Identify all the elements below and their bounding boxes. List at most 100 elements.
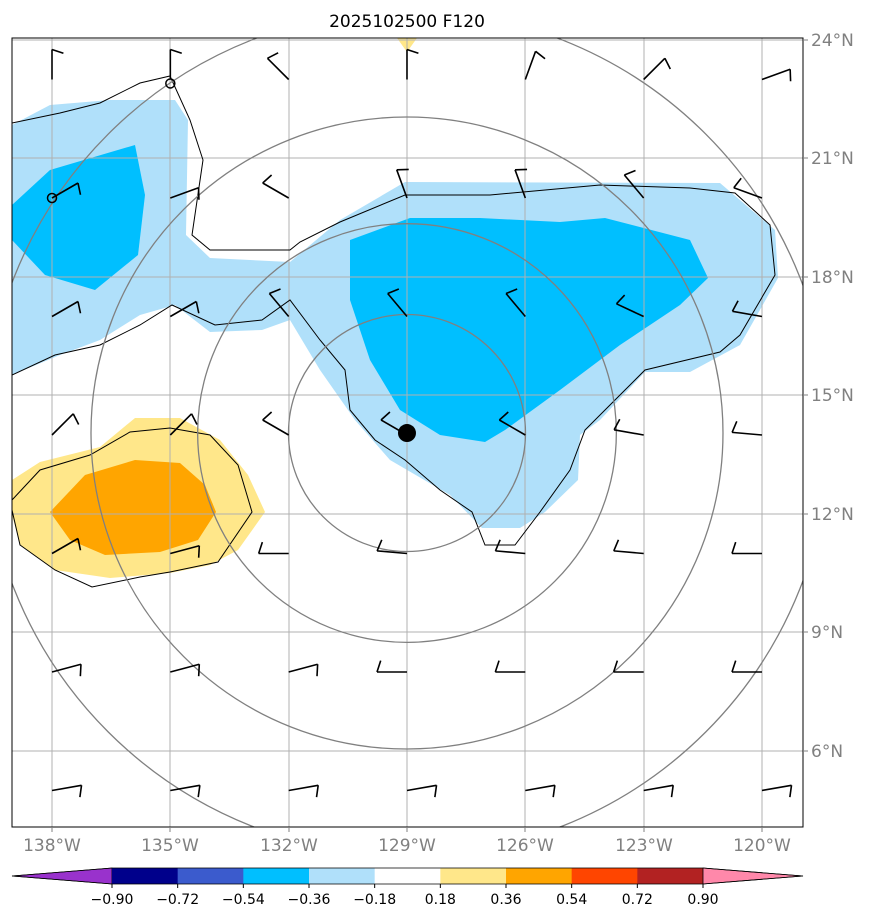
wind-barb [169,300,200,318]
wind-barb [731,541,762,555]
lon-label-138w: 138°W [23,836,81,856]
plot-title: 2025102500 F120 [329,12,485,32]
wind-barb [170,544,201,558]
wind-barb [494,660,526,673]
wind-barb [257,541,289,555]
wind-barb [613,418,644,436]
lat-label-21n: 21°N [811,149,854,169]
lat-label-15n: 15°N [811,386,854,406]
range-rings [12,38,803,827]
wind-barb [525,784,556,798]
storm-center-marker [397,424,416,443]
positive-anomaly-fill [12,418,265,578]
lon-label-129w: 129°W [378,836,436,856]
colorbar-segment [374,868,441,884]
circle-marker [46,192,58,204]
wind-barb [395,168,409,199]
longitude-labels: 138°W 135°W 132°W 129°W 126°W 123°W 120°… [23,827,791,856]
wind-barb [376,539,408,555]
colorbar-segment [440,868,507,884]
lon-label-132w: 132°W [260,836,318,856]
colorbar-label: 0.72 [622,892,653,908]
wind-barb [376,660,407,673]
wind-barb [731,660,762,673]
lat-label-9n: 9°N [811,623,843,643]
latitude-labels: 24°N 21°N 18°N 15°N 12°N 9°N 6°N [803,31,854,762]
lat-label-18n: 18°N [811,268,854,288]
wind-barb [262,411,290,436]
colorbar-segment [309,868,376,884]
wind-barb [288,784,319,798]
wind-barb [51,537,82,555]
wind-barb [169,48,182,80]
colorbar-segment [506,868,573,884]
wind-barb [643,57,672,81]
colorbar-segment [637,868,704,884]
wind-barb [731,300,763,318]
colorbar-segment [243,868,310,884]
wind-barbs [51,48,793,798]
wind-barb [51,413,80,436]
wind-barb [406,48,419,80]
wind-barb [615,294,644,318]
colorbar-segment [112,868,179,884]
colorbar-label: −0.36 [288,892,331,908]
lat-label-6n: 6°N [811,742,843,762]
colorbar-segment [177,868,244,884]
wind-barb [524,50,546,80]
wind-barb [514,168,528,199]
lat-label-24n: 24°N [811,31,854,51]
grid-lines [12,38,803,827]
wind-barb [761,784,793,798]
wind-barb [498,411,526,436]
colorbar-label: 0.54 [556,892,587,908]
wind-barb [623,169,645,199]
wind-barb [51,182,82,199]
colorbar-extend-low [11,867,113,885]
lon-label-126w: 126°W [496,836,554,856]
wind-barb [406,784,438,798]
map-area [12,38,803,827]
wind-barb [170,186,200,200]
colorbar-label: −0.18 [353,892,396,908]
wind-barb [288,663,319,677]
colorbar-label: 0.18 [425,892,456,908]
range-ring [196,223,617,644]
colorbar-label: −0.54 [222,892,265,908]
lon-label-120w: 120°W [733,836,791,856]
wind-barb [733,177,763,199]
wind-barb [262,174,290,199]
wind-barb [51,663,82,677]
wind-barb [51,48,64,80]
colorbar-segment [571,868,638,884]
wind-barb [170,663,201,677]
wind-barb [51,784,83,798]
wind-barb [51,300,82,318]
wind-barb [170,784,201,798]
wind-barb [494,539,526,555]
wind-barb [169,413,198,436]
contour-lines [12,75,776,588]
negative-anomaly-mid-fill [12,145,708,442]
wind-barb [613,539,644,555]
wind-barb [731,421,763,436]
colorbar: −0.90 −0.72 −0.54 −0.36 −0.18 0.18 0.36 0.54 0.7… [11,867,804,908]
wind-barb [505,288,526,318]
range-ring [287,313,527,553]
colorbar-extend-high [702,867,804,885]
wind-barb [643,784,674,798]
lon-label-135w: 135°W [141,836,199,856]
range-ring [90,116,724,750]
wind-barb [612,660,644,673]
wind-barb [761,68,792,82]
colorbar-label: 0.36 [490,892,521,908]
wind-barb [387,288,408,318]
wind-barb [266,52,290,81]
colorbar-label: −0.72 [156,892,199,908]
colorbar-label: −0.90 [91,892,134,908]
lat-label-12n: 12°N [811,505,854,525]
lon-label-123w: 123°W [615,836,673,856]
wind-barb [268,288,290,318]
colorbar-label: 0.90 [687,892,718,908]
